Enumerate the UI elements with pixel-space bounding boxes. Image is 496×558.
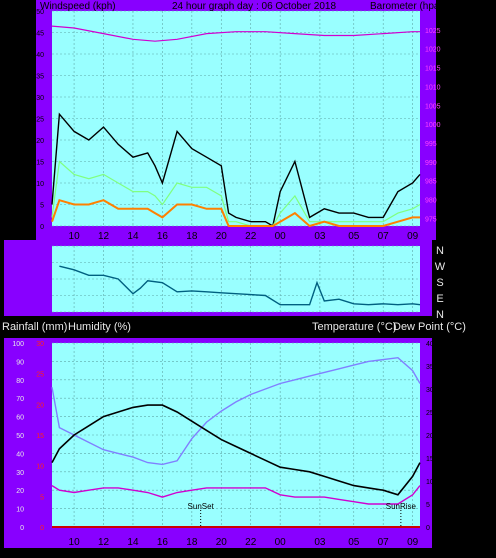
x-tick-label: 14 <box>127 231 139 242</box>
wind-tick-label: 5 <box>40 203 44 210</box>
windspeed-label: Windspeed (kph) <box>40 1 116 12</box>
humidity-line <box>51 356 421 466</box>
x-tick-label: 00 <box>275 231 287 242</box>
humidity-tick-label: 30 <box>16 470 24 477</box>
humidity-tick-label: 60 <box>16 415 24 422</box>
temp-tick-label: 25 <box>426 410 434 417</box>
x-tick-label: 09 <box>407 231 419 242</box>
humidity-tick-label: 0 <box>20 525 24 532</box>
direction-tick-label: W <box>435 261 446 273</box>
sunrise-label: SunRise <box>386 502 417 511</box>
temp-tick-label: 0 <box>426 525 430 532</box>
x-tick-label: 16 <box>157 231 169 242</box>
wind-tick-label: 30 <box>36 95 44 102</box>
rain-tick-label: 15 <box>36 433 44 440</box>
temp-tick-label: 30 <box>426 387 434 394</box>
wind-tick-label: 0 <box>40 224 44 231</box>
baro-tick-label: 985 <box>425 179 437 186</box>
x-tick-label: 07 <box>378 231 390 242</box>
wind-tick-label: 20 <box>36 138 44 145</box>
rain-tick-label: 0 <box>40 525 44 532</box>
baro-tick-label: 975 <box>425 216 437 223</box>
x-tick-label: 07 <box>378 537 390 548</box>
wind-low-line <box>51 198 420 228</box>
wind-tick-label: 15 <box>36 160 44 167</box>
x-tick-label: 18 <box>186 231 198 242</box>
wind-tick-label: 40 <box>36 52 44 59</box>
rainfall-label: Rainfall (mm) <box>2 321 68 333</box>
direction-tick-label: N <box>436 245 444 257</box>
baro-tick-label: 980 <box>425 198 437 205</box>
rain-tick-label: 30 <box>36 341 44 348</box>
baro-tick-label: 1005 <box>425 103 441 110</box>
humidity-tick-label: 10 <box>16 507 24 514</box>
graph-title: 24 hour graph day : 06 October 2018 <box>172 1 337 12</box>
temp-tick-label: 10 <box>426 479 434 486</box>
humidity-tick-label: 80 <box>16 378 24 385</box>
wind-direction-line <box>59 265 421 306</box>
temp-tick-label: 40 <box>426 341 434 348</box>
x-tick-label: 03 <box>314 537 326 548</box>
x-tick-label: 05 <box>348 537 360 548</box>
temperature-label: Temperature (°C) <box>312 321 397 333</box>
wind-tick-label: 25 <box>36 117 44 124</box>
sunset-label: SunSet <box>188 502 215 511</box>
wind-tick-label: 10 <box>36 181 44 188</box>
direction-tick-label: S <box>436 277 443 289</box>
baro-tick-label: 1020 <box>425 47 441 54</box>
x-tick-label: 12 <box>98 231 110 242</box>
x-tick-label: 22 <box>245 537 257 548</box>
x-tick-label: 12 <box>98 537 110 548</box>
rain-tick-label: 25 <box>36 372 44 379</box>
temp-tick-label: 5 <box>426 502 430 509</box>
wind-gust-line <box>51 112 421 228</box>
dewpoint-line <box>51 485 421 505</box>
x-tick-label: 22 <box>245 231 257 242</box>
x-tick-label: 10 <box>69 231 81 242</box>
x-tick-label: 03 <box>314 231 326 242</box>
baro-tick-label: 1015 <box>425 66 441 73</box>
x-tick-label: 09 <box>407 537 419 548</box>
x-tick-label: 20 <box>216 231 228 242</box>
barometer-label: Barometer (hpa) <box>370 1 443 12</box>
x-tick-label: 16 <box>157 537 169 548</box>
x-tick-label: 18 <box>186 537 198 548</box>
humidity-tick-label: 50 <box>16 433 24 440</box>
temp-tick-label: 20 <box>426 433 434 440</box>
humidity-tick-label: 90 <box>16 359 24 366</box>
x-tick-label: 10 <box>69 537 81 548</box>
temp-tick-label: 15 <box>426 456 434 463</box>
baro-tick-label: 1010 <box>425 84 441 91</box>
wind-tick-label: 45 <box>36 31 44 38</box>
humidity-tick-label: 100 <box>12 341 24 348</box>
direction-tick-label: N <box>436 309 444 321</box>
dewpoint-label: Dew Point (°C) <box>393 321 466 333</box>
baro-tick-label: 1025 <box>425 28 441 35</box>
barometer-line <box>51 25 420 42</box>
rain-tick-label: 20 <box>36 402 44 409</box>
wind-avg-line <box>51 160 421 227</box>
wind-tick-label: 50 <box>36 9 44 16</box>
baro-tick-label: 995 <box>425 141 437 148</box>
x-tick-label: 00 <box>275 537 287 548</box>
temperature-line <box>51 404 421 496</box>
humidity-tick-label: 40 <box>16 451 24 458</box>
rain-tick-label: 10 <box>36 464 44 471</box>
x-tick-label: 05 <box>348 231 360 242</box>
temp-tick-label: 35 <box>426 364 434 371</box>
x-tick-label: 14 <box>127 537 139 548</box>
rain-tick-label: 5 <box>40 494 44 501</box>
baro-tick-label: 990 <box>425 160 437 167</box>
direction-tick-label: E <box>436 293 443 305</box>
baro-tick-label: 1000 <box>425 122 441 129</box>
humidity-label: Humidity (%) <box>68 321 131 333</box>
x-tick-label: 20 <box>216 537 228 548</box>
wind-tick-label: 35 <box>36 74 44 81</box>
humidity-tick-label: 70 <box>16 396 24 403</box>
humidity-tick-label: 20 <box>16 488 24 495</box>
